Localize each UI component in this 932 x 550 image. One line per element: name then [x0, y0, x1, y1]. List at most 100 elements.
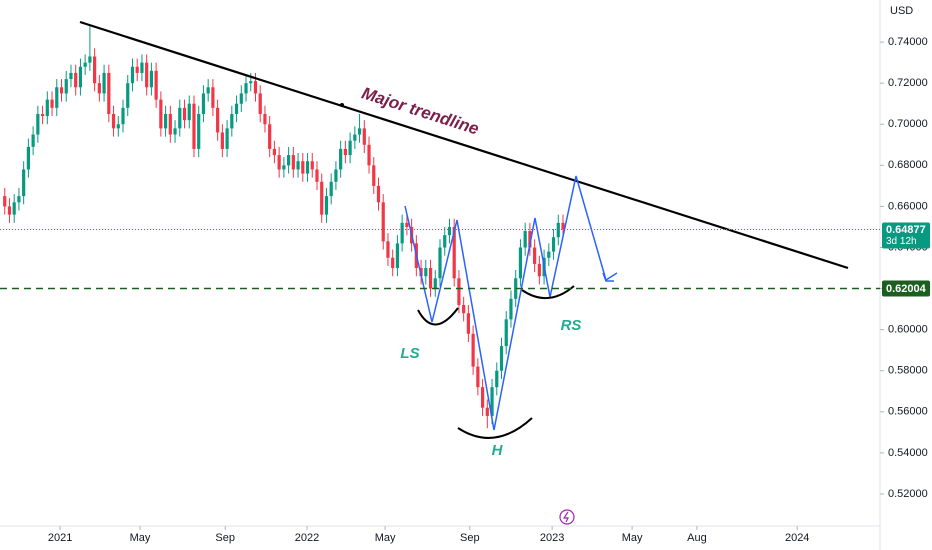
candle-body — [551, 237, 556, 252]
candle-body — [353, 134, 357, 141]
candle-body — [305, 161, 310, 174]
candle-body — [50, 99, 54, 108]
candle-body — [22, 169, 26, 197]
candle-body — [36, 113, 40, 135]
candle-body — [121, 107, 125, 125]
y-tick-label: 0.74000 — [888, 36, 928, 48]
x-tick-label: 2024 — [785, 532, 809, 544]
pattern-arrow — [605, 272, 618, 281]
candle-body — [348, 140, 352, 156]
candle-body — [211, 87, 215, 108]
candle-body — [253, 81, 258, 94]
candle-body — [83, 62, 87, 67]
candle-body — [111, 113, 116, 129]
candle-body — [263, 113, 267, 125]
event-icon[interactable] — [559, 509, 575, 525]
x-tick-label: Sep — [215, 532, 235, 544]
candle-body — [310, 161, 314, 170]
candle-body — [343, 148, 347, 156]
candle-body — [329, 181, 333, 197]
candle-body — [457, 278, 461, 306]
candle-body — [163, 113, 168, 129]
y-tick-label: 0.58000 — [888, 365, 928, 377]
candle-body — [102, 72, 106, 94]
candle-body — [509, 298, 513, 320]
candle-body — [234, 103, 239, 114]
candle-body — [556, 222, 560, 238]
candle-body — [154, 70, 158, 100]
candle-body — [537, 263, 541, 277]
candle-body — [12, 202, 16, 215]
candle-body — [239, 93, 243, 104]
candle-body — [201, 93, 206, 114]
candle-body — [74, 72, 78, 88]
candle-body — [272, 148, 277, 156]
candle-body — [258, 93, 262, 114]
rs-label: RS — [561, 317, 582, 334]
candle-body — [216, 107, 220, 133]
candle-body — [230, 113, 234, 129]
support-label: 0.62004 — [886, 283, 927, 295]
event-icon-bolt — [562, 511, 569, 523]
candle-body — [490, 387, 494, 416]
candle-body — [126, 83, 130, 108]
candle-body — [476, 366, 480, 388]
candle-body — [31, 134, 35, 147]
candle-body — [405, 222, 409, 227]
x-tick-label: Aug — [687, 532, 707, 544]
candle-body — [192, 103, 196, 149]
candle-body — [362, 128, 366, 145]
candle-body — [145, 62, 149, 88]
candle-body — [277, 155, 281, 170]
candle-body — [447, 226, 452, 236]
candle-body — [433, 278, 437, 289]
candle-body — [296, 161, 300, 170]
candle-body — [206, 87, 210, 94]
candle-body — [381, 202, 385, 242]
candle-body — [135, 66, 139, 73]
y-tick-label: 0.56000 — [888, 406, 928, 418]
candle-body — [386, 241, 390, 258]
y-tick-label: 0.72000 — [888, 77, 928, 89]
x-tick-label: May — [622, 532, 643, 544]
x-tick-label: 2023 — [540, 532, 564, 544]
candle-body — [178, 107, 182, 129]
candle-body — [69, 72, 73, 80]
candle-body — [466, 313, 470, 334]
candle-body — [561, 222, 565, 230]
candle-body — [55, 87, 59, 108]
countdown-label: 3d 12h — [886, 236, 917, 247]
ls-label: LS — [400, 345, 419, 362]
candle-body — [116, 124, 120, 129]
x-tick-label: 2022 — [295, 532, 319, 544]
x-tick-label: Sep — [460, 532, 480, 544]
candle-body — [376, 185, 381, 203]
candle-body — [324, 196, 329, 215]
arrow-head — [602, 272, 614, 282]
candle-body — [291, 155, 295, 170]
candle-body — [320, 181, 324, 215]
candle-body — [495, 370, 499, 388]
candle-body — [471, 333, 475, 367]
candle-body — [97, 83, 101, 94]
candle-body — [59, 87, 64, 94]
candle-body — [334, 169, 338, 182]
candle-body — [149, 70, 153, 88]
candle-body — [391, 257, 395, 269]
candle-body — [443, 235, 447, 248]
candle-body — [26, 146, 30, 170]
candle-body — [197, 113, 201, 149]
candle-body — [282, 165, 286, 170]
pattern-path — [404, 175, 607, 431]
candle-body — [17, 196, 21, 203]
candle-body — [372, 165, 376, 186]
candle-body — [3, 196, 7, 207]
candle-body — [499, 346, 504, 371]
candle-body — [428, 268, 433, 289]
y-tick-label: 0.60000 — [888, 324, 928, 336]
candle-body — [168, 113, 172, 135]
candle-body — [533, 247, 537, 264]
candle-body — [400, 222, 404, 244]
candle-body — [485, 407, 489, 416]
head-arc — [457, 417, 533, 439]
